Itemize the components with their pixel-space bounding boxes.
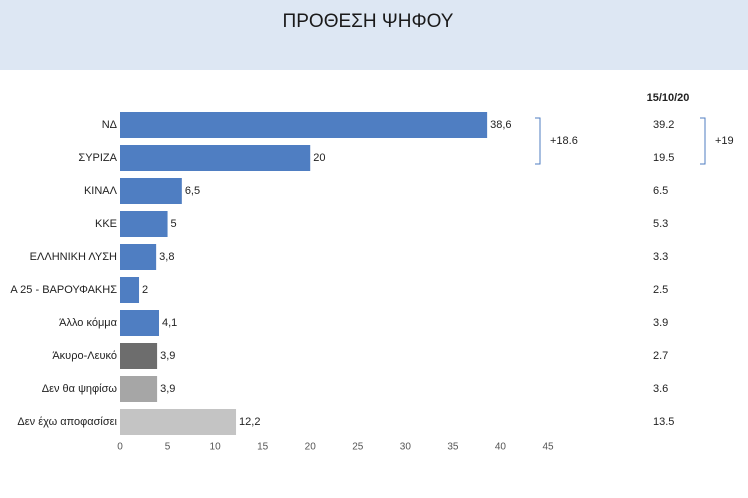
bar (120, 310, 159, 336)
y-tick-label: Δεν έχω αποφασίσει (17, 416, 117, 428)
x-tick-label: 10 (210, 442, 222, 453)
value-label: 2 (142, 284, 148, 296)
bar (120, 376, 158, 402)
x-tick-label: 40 (495, 442, 507, 453)
y-tick-label: ΕΛΛΗΝΙΚΗ ΛΥΣΗ (30, 251, 117, 263)
comparison-value: 13.5 (653, 416, 674, 428)
comparison-value: 39.2 (653, 119, 674, 131)
x-tick-label: 45 (542, 442, 554, 453)
bar (120, 178, 182, 204)
header-band (0, 0, 748, 70)
comparison-value: 6.5 (653, 185, 668, 197)
value-label: 5 (171, 218, 177, 230)
x-tick-label: 25 (352, 442, 364, 453)
bracket (700, 117, 706, 165)
value-label: 12,2 (239, 416, 260, 428)
x-tick-label: 0 (117, 442, 123, 453)
chart-title: ΠΡΟΘΕΣΗ ΨΗΦΟΥ (283, 11, 454, 32)
y-tick-label: Δεν θα ψηφίσω (42, 383, 118, 395)
value-label: 3,8 (159, 251, 174, 263)
value-label: 6,5 (185, 185, 200, 197)
comparison-value: 3.3 (653, 251, 668, 263)
bar (120, 244, 157, 270)
value-label: 4,1 (162, 317, 177, 329)
x-tick-label: 15 (257, 442, 269, 453)
bar (120, 277, 140, 303)
x-tick-label: 30 (400, 442, 412, 453)
comparison-title: 15/10/20 (647, 92, 690, 104)
y-tick-label: ΣΥΡΙΖΑ (78, 152, 117, 164)
value-label: 3,9 (160, 350, 175, 362)
y-tick-label: ΝΔ (102, 119, 118, 131)
y-tick-label: ΚΙΝΑΛ (84, 185, 118, 197)
bar (120, 409, 237, 435)
bar (120, 343, 158, 369)
comparison-value: 3.6 (653, 383, 668, 395)
annotation: +18.6 (550, 135, 578, 147)
comparison-value: 2.7 (653, 350, 668, 362)
value-label: 3,9 (160, 383, 175, 395)
bar (120, 145, 311, 171)
bar (120, 112, 488, 138)
value-label: 38,6 (490, 119, 511, 131)
comparison-value: 2.5 (653, 284, 668, 296)
comparison-value: 19.5 (653, 152, 674, 164)
bar (120, 211, 168, 237)
x-tick-label: 20 (305, 442, 317, 453)
y-tick-label: Άλλο κόμμα (59, 317, 118, 329)
y-tick-label: ΚΚΕ (95, 218, 117, 230)
x-tick-label: 35 (447, 442, 459, 453)
y-tick-label: Άκυρο-Λευκό (52, 350, 117, 362)
x-tick-label: 5 (165, 442, 171, 453)
y-tick-label: Α 25 - ΒΑΡΟΥΦΑΚΗΣ (10, 284, 117, 296)
bracket (535, 117, 541, 165)
annotation: +19 (715, 135, 734, 147)
comparison-value: 3.9 (653, 317, 668, 329)
comparison-value: 5.3 (653, 218, 668, 230)
value-label: 20 (313, 152, 325, 164)
